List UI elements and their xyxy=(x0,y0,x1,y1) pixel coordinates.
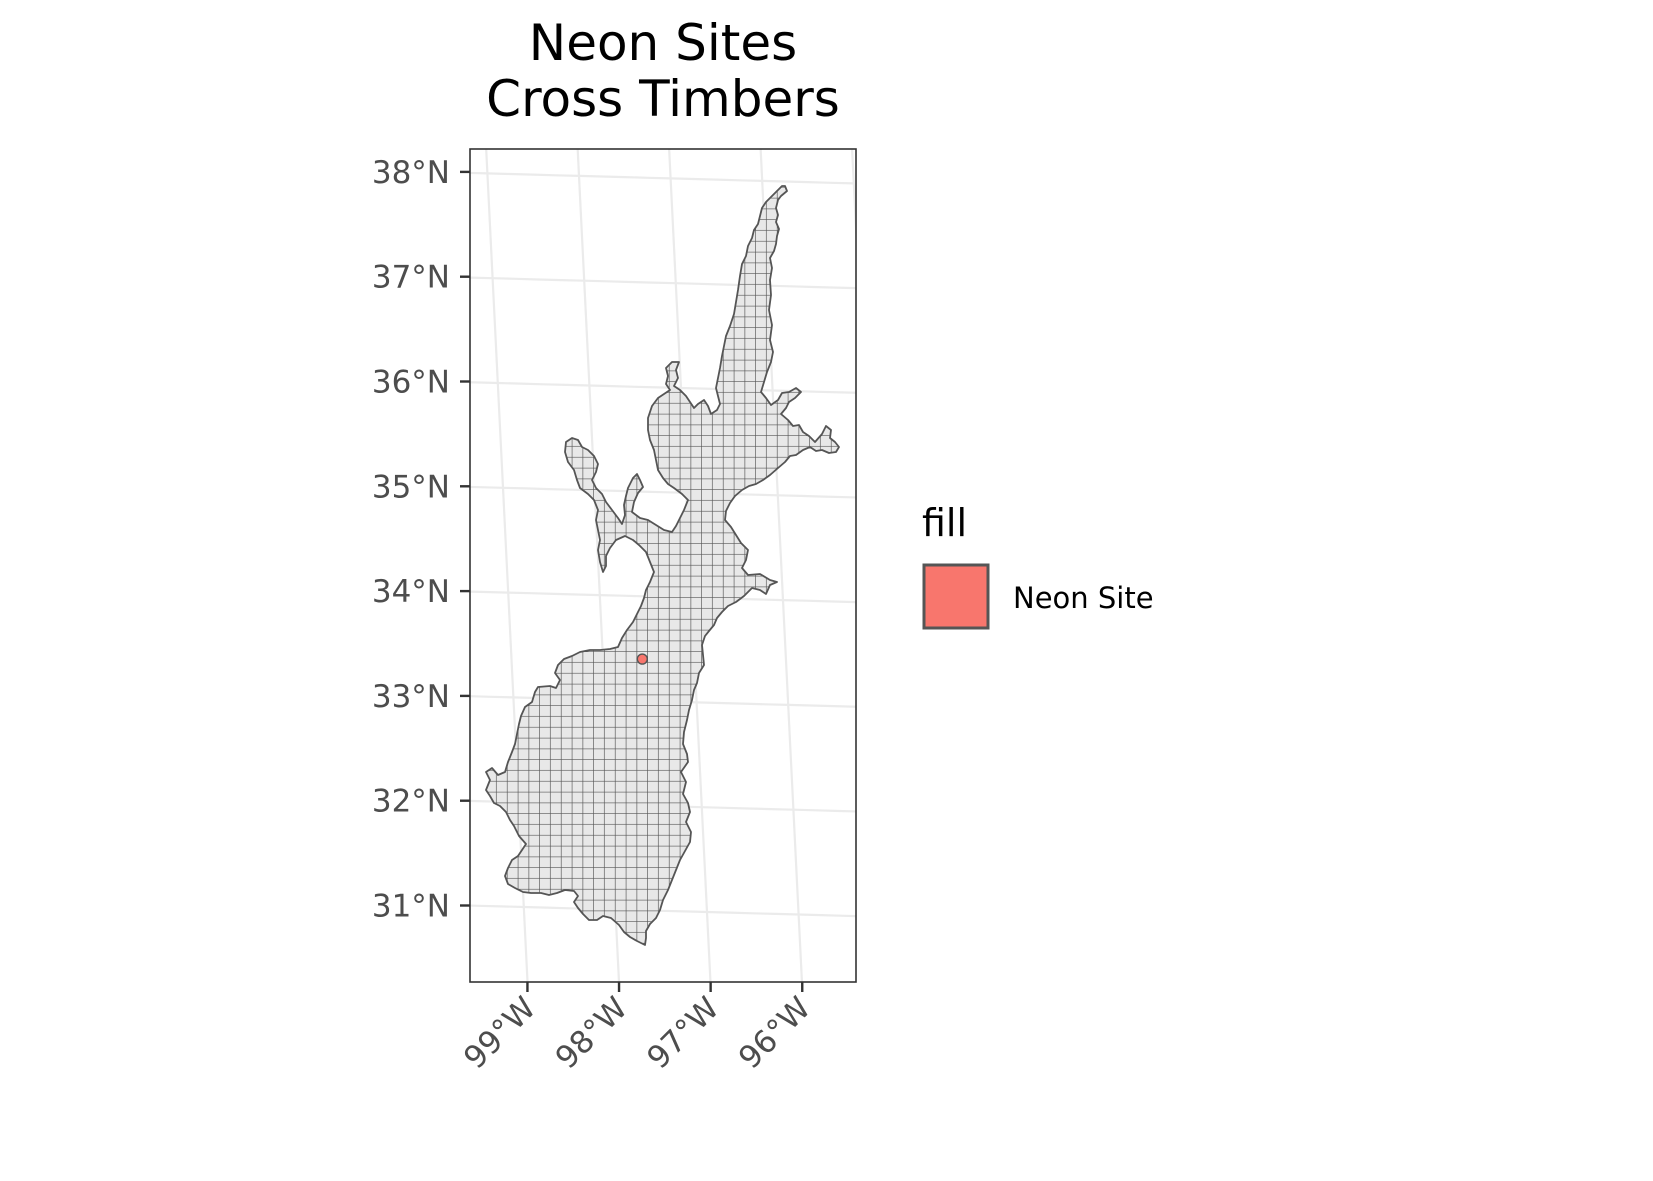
cross-timbers-region xyxy=(485,185,840,946)
lon-tick-label: 98°W xyxy=(549,990,635,1076)
graticule-parallel xyxy=(470,276,856,290)
lon-tick-label: 96°W xyxy=(732,990,818,1076)
sites-layer xyxy=(636,653,649,665)
lon-tick-label: 99°W xyxy=(457,990,543,1076)
title-line-2: Cross Timbers xyxy=(486,70,840,128)
lat-tick-label: 32°N xyxy=(372,784,450,820)
legend-label-neon-site: Neon Site xyxy=(1013,581,1154,615)
lat-tick-label: 38°N xyxy=(372,155,450,191)
lat-tick-label: 36°N xyxy=(372,365,450,401)
lat-tick-label: 31°N xyxy=(372,889,450,925)
graticule-parallel xyxy=(470,381,856,394)
graticule-parallel xyxy=(470,171,854,185)
title-line-1: Neon Sites xyxy=(529,14,797,72)
map-figure: Neon Sites Cross Timbers 38°N 37°N 36°N 35°… xyxy=(372,14,1154,1076)
lon-axis: 99°W 98°W 97°W 96°W xyxy=(457,982,818,1076)
legend-title: fill xyxy=(922,501,967,545)
legend-key-neon-site xyxy=(922,563,990,630)
lat-tick-label: 33°N xyxy=(372,679,450,715)
graticule-parallel xyxy=(470,904,856,918)
neon-site-marker xyxy=(636,653,649,665)
graticule-meridian xyxy=(485,149,529,982)
lat-tick-label: 37°N xyxy=(372,260,450,296)
lat-axis: 38°N 37°N 36°N 35°N 34°N 33°N 32°N 31°N xyxy=(372,155,470,925)
graticule-parallel xyxy=(470,485,856,499)
map-panel-border xyxy=(469,148,857,983)
lon-tick-label: 97°W xyxy=(640,990,726,1076)
legend: fill Neon Site xyxy=(922,501,1154,630)
lat-tick-label: 34°N xyxy=(372,574,450,610)
lat-tick-label: 35°N xyxy=(372,469,450,505)
